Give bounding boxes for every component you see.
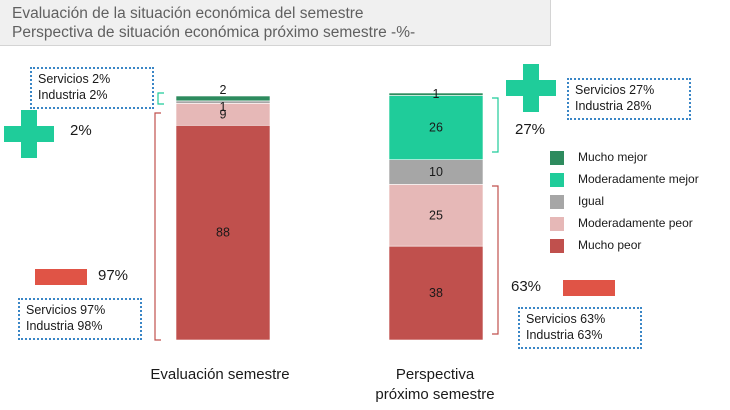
bar-2-label-igual: 10 [429, 165, 443, 179]
eval-worse-industria: Industria 98% [26, 319, 103, 333]
x-label-eval: Evaluación semestre [150, 366, 290, 383]
legend-swatch-moderadamente-mejor [550, 173, 564, 187]
persp-better-servicios: Servicios 27% [575, 83, 655, 97]
bracket-persp-worse [492, 185, 499, 335]
persp-worse-marker [563, 280, 615, 296]
bar-2-segment-igual [388, 159, 484, 185]
legend-swatch-moderadamente-peor [550, 217, 564, 231]
eval-worse-total: 97% [98, 267, 129, 284]
bar-1-label-mucho-mejor: 2 [220, 83, 227, 97]
legend-label-moderadamente-peor: Moderadamente peor [578, 216, 693, 230]
legend-swatch-mucho-mejor [550, 151, 564, 165]
persp-better-breakdown: Servicios 27% Industria 28% [567, 78, 691, 120]
eval-better-servicios: Servicios 2% [38, 72, 111, 86]
plus-icon-right [506, 64, 556, 112]
bar-1-label-igual: 1 [220, 100, 227, 114]
eval-worse-marker [35, 269, 87, 285]
persp-worse-total: 63% [511, 278, 542, 295]
eval-better-industria: Industria 2% [38, 88, 108, 102]
bar-2-label-mucho-mejor: 1 [433, 87, 440, 101]
bar-2-segment-moderadamente-peor [388, 184, 484, 247]
eval-better-breakdown: Servicios 2% Industria 2% [30, 67, 154, 109]
bracket-eval-worse [154, 112, 161, 341]
bar-2-segment-mucho-peor [388, 245, 484, 341]
bar-2-label-moderadamente-mejor: 26 [429, 121, 443, 135]
bar-1-segment-mucho-mejor [175, 95, 271, 102]
bar-2-segment-mucho-mejor [388, 92, 484, 96]
persp-better-industria: Industria 28% [575, 99, 652, 113]
title-box: Evaluación de la situación económica del… [0, 0, 551, 46]
persp-worse-industria: Industria 63% [526, 328, 603, 342]
plus-icon-left [4, 110, 54, 158]
bar-1-label-moderadamente-peor: 9 [220, 107, 227, 121]
bar-2-segment-moderadamente-mejor [388, 95, 484, 160]
bar-2-label-mucho-peor: 38 [429, 286, 443, 300]
legend-label-mucho-peor: Mucho peor [578, 238, 642, 252]
persp-better-total: 27% [515, 121, 546, 138]
legend-label-igual: Igual [578, 194, 605, 208]
eval-better-total: 2% [70, 122, 92, 139]
legend-swatch-igual [550, 195, 564, 209]
eval-worse-breakdown: Servicios 97% Industria 98% [18, 298, 142, 340]
chart-title: Evaluación de la situación económica del… [12, 5, 364, 22]
bar-2-label-moderadamente-peor: 25 [429, 208, 443, 222]
persp-worse-breakdown: Servicios 63% Industria 63% [518, 307, 642, 349]
chart-subtitle: Perspectiva de situación económica próxi… [12, 24, 416, 41]
bracket-eval-better [157, 92, 164, 105]
bar-1-label-mucho-peor: 88 [216, 226, 230, 240]
bracket-persp-better [492, 97, 499, 153]
legend-swatch-mucho-peor [550, 239, 564, 253]
x-label-persp-line1: Perspectiva [395, 366, 475, 383]
bar-1-segment-mucho-peor [175, 124, 271, 341]
legend-label-mucho-mejor: Mucho mejor [578, 150, 648, 164]
legend-label-moderadamente-mejor: Moderadamente mejor [578, 172, 699, 186]
x-label-persp-line2: próximo semestre [375, 386, 495, 403]
persp-worse-servicios: Servicios 63% [526, 312, 606, 326]
eval-worse-servicios: Servicios 97% [26, 303, 106, 317]
